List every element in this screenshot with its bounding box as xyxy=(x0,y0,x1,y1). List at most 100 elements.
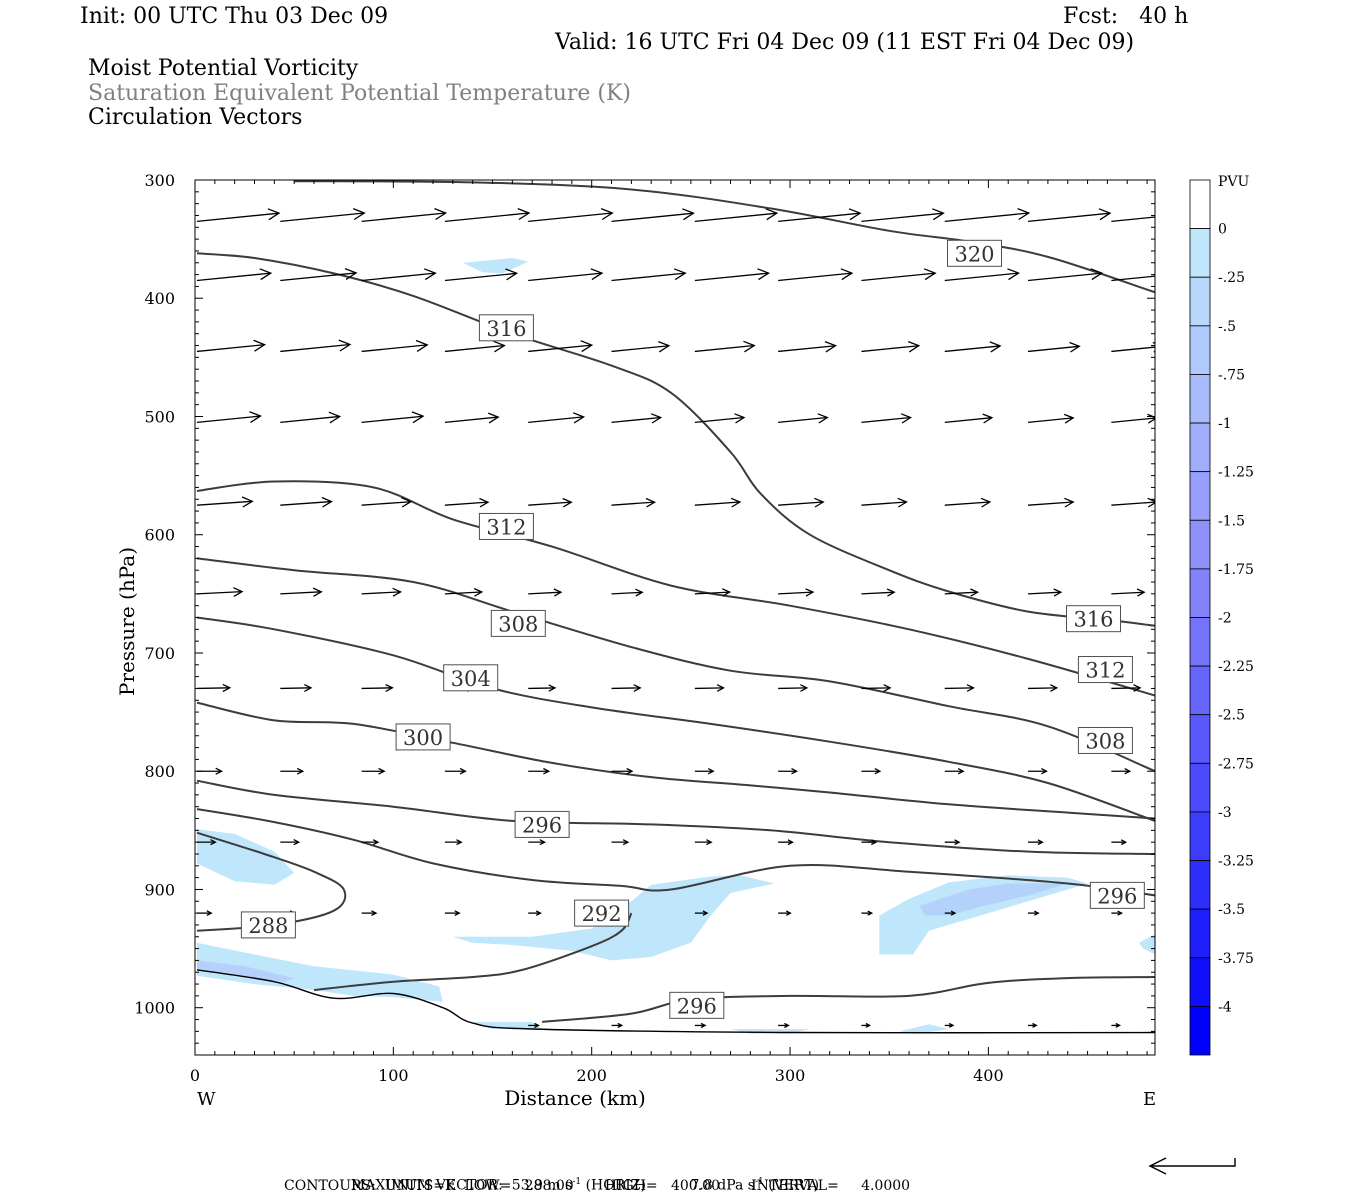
circulation-vector xyxy=(778,588,815,597)
contour-label-text: 304 xyxy=(451,667,491,691)
circulation-vector xyxy=(944,684,975,692)
vector-head xyxy=(734,413,746,424)
circulation-vector xyxy=(444,207,531,223)
vector-head xyxy=(415,339,429,352)
colorbar-label: -4 xyxy=(1218,999,1232,1015)
vector-head xyxy=(716,684,725,692)
colorbar-swatch xyxy=(1189,228,1211,278)
colorbar-swatch xyxy=(1189,422,1211,473)
colorbar-swatch xyxy=(1189,665,1211,716)
theta-contours xyxy=(196,180,1155,1034)
vert-tag: (VERT) xyxy=(768,1177,820,1194)
vector-shaft xyxy=(361,415,424,424)
vector-head xyxy=(1032,1022,1038,1028)
circulation-vector xyxy=(611,340,671,353)
vector-head xyxy=(867,910,874,916)
circulation-vector xyxy=(196,268,273,282)
vector-shaft xyxy=(694,501,740,506)
horiz-tag: (HORIZ) xyxy=(585,1177,646,1194)
vector-head xyxy=(673,268,687,281)
vector-shaft xyxy=(778,416,828,424)
vector-head xyxy=(1007,268,1021,281)
vector-shaft xyxy=(778,345,836,353)
contour-label-box xyxy=(574,899,630,927)
circulation-vector xyxy=(1111,216,1155,223)
vector-shaft xyxy=(694,212,777,223)
colorbar-label: -.25 xyxy=(1218,270,1245,286)
vector-head xyxy=(517,207,531,221)
circulation-vector xyxy=(1111,684,1142,692)
vector-shaft xyxy=(444,272,517,282)
vector-head xyxy=(658,340,671,353)
colorbar-label: -1.75 xyxy=(1218,562,1254,578)
circulation-vector xyxy=(1028,1022,1038,1028)
colorbar-label: -3 xyxy=(1218,805,1232,821)
unit-superscript: -1 xyxy=(572,1177,582,1187)
vector-head xyxy=(730,497,742,508)
circulation-vector xyxy=(444,767,467,775)
vector-shaft xyxy=(944,212,1029,223)
vector-head xyxy=(1064,497,1075,508)
vector-head xyxy=(1133,684,1142,692)
vector-head xyxy=(222,683,232,693)
vector-shaft xyxy=(1111,417,1155,424)
vector-head xyxy=(817,413,829,424)
pv-region xyxy=(197,829,295,885)
contour-label: 304 xyxy=(443,664,499,692)
contour-label: 308 xyxy=(1077,726,1133,754)
reference-vector-arrow xyxy=(1148,1157,1236,1175)
circulation-vector xyxy=(1027,413,1075,424)
vector-head xyxy=(743,340,756,353)
vector-shaft xyxy=(196,415,261,424)
contour-label: 292 xyxy=(574,899,630,927)
circulation-vector xyxy=(361,207,448,223)
vector-head xyxy=(840,268,854,281)
pv-shading xyxy=(197,258,1155,1034)
vector-head xyxy=(622,839,630,846)
vector-head xyxy=(617,1022,624,1029)
vector-head xyxy=(923,268,937,281)
vector-head xyxy=(1017,207,1031,221)
colorbar-title: PVU xyxy=(1218,174,1250,190)
vector-head xyxy=(1069,341,1081,353)
circulation-vector xyxy=(1028,588,1063,597)
max-vector-label: MAXIMUM VECTOR: xyxy=(350,1177,503,1194)
circulation-vector xyxy=(361,767,386,775)
circulation-vector xyxy=(778,910,792,916)
contour-label-box xyxy=(478,512,534,540)
vector-shaft xyxy=(528,501,572,506)
theta-contour-296 xyxy=(196,779,1155,855)
contour-label: 308 xyxy=(490,609,546,637)
circulation-vector xyxy=(444,497,490,508)
circulation-vector xyxy=(861,684,892,692)
colorbar-swatch xyxy=(1189,811,1211,861)
vector-shaft xyxy=(361,591,401,595)
east-label: E xyxy=(1143,1089,1156,1110)
circulation-vector xyxy=(196,839,217,846)
circulation-vector xyxy=(861,268,937,282)
circulation-vector xyxy=(1027,341,1081,353)
circulation-vector xyxy=(528,340,594,353)
circulation-vector xyxy=(361,910,378,916)
west-label: W xyxy=(197,1089,216,1110)
colorbar-label: -3.75 xyxy=(1218,951,1254,967)
vector-shaft xyxy=(861,345,919,353)
vector-shaft xyxy=(694,416,745,424)
vector-head xyxy=(312,587,323,597)
contour-label: 296 xyxy=(669,991,725,1019)
vector-shaft xyxy=(361,501,411,506)
vector-head xyxy=(1136,588,1146,597)
max-vector-horiz: 53.9 m s xyxy=(511,1177,573,1194)
vector-head xyxy=(824,340,837,353)
circulation-vector xyxy=(611,497,657,508)
colorbar-swatch xyxy=(1189,957,1211,1007)
vector-head xyxy=(785,910,792,916)
circulation-vector xyxy=(694,413,746,424)
theta-contour-292 xyxy=(196,808,1155,897)
circulation-vector xyxy=(694,268,771,282)
circulation-vector xyxy=(528,588,563,597)
colorbar-label: -.5 xyxy=(1218,319,1236,335)
vector-head xyxy=(233,587,244,597)
vector-head xyxy=(682,208,695,221)
